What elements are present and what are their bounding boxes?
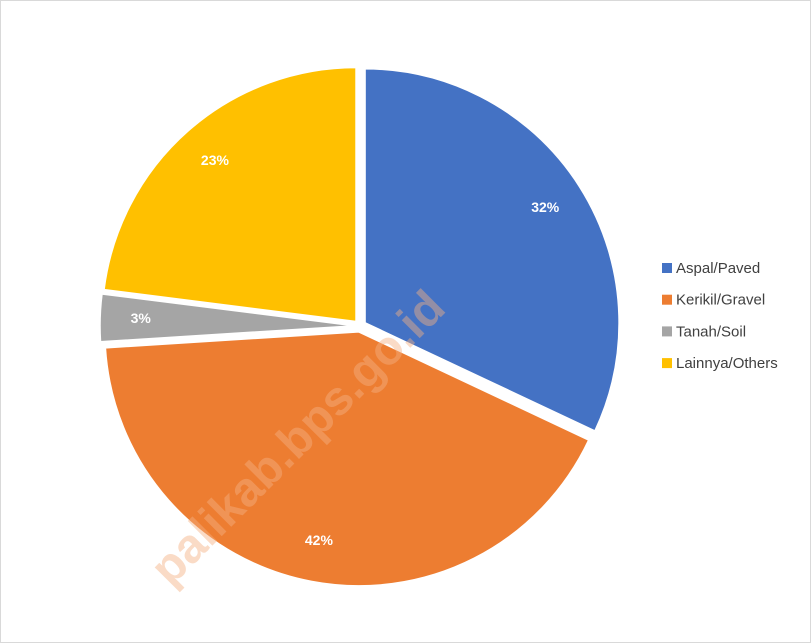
pie-slice [104,331,590,587]
data-label: 42% [305,532,334,548]
pie-slice [364,68,620,432]
pie-slice [103,66,357,323]
legend-label: Tanah/Soil [676,323,746,340]
labels: 32% 42% 3% 23% [131,152,560,548]
legend-label: Kerikil/Gravel [676,292,765,309]
data-label: 23% [201,152,230,168]
legend-swatch [662,358,672,369]
data-label: 3% [131,310,152,326]
slices [99,66,620,587]
legend-swatch [662,263,672,273]
data-label: 32% [531,199,560,215]
legend-label: Aspal/Paved [676,260,760,277]
pie-slice [99,293,355,343]
legend-label: Lainnya/Others [676,355,778,372]
legend-swatch [662,326,672,337]
legend-swatch [662,294,672,305]
